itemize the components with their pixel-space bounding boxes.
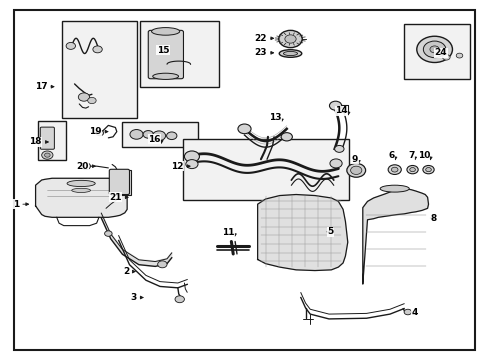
Ellipse shape [151, 28, 180, 35]
Text: 23: 23 [254, 48, 266, 57]
Circle shape [78, 93, 89, 101]
Text: 21: 21 [109, 193, 121, 202]
Circle shape [175, 296, 184, 303]
Circle shape [87, 98, 96, 104]
Circle shape [166, 132, 177, 140]
Circle shape [334, 145, 344, 152]
Text: 24: 24 [434, 48, 447, 57]
Circle shape [44, 153, 50, 157]
Text: 11: 11 [221, 228, 234, 237]
Circle shape [104, 231, 112, 236]
Circle shape [41, 151, 53, 159]
Ellipse shape [283, 51, 297, 55]
Text: 1: 1 [13, 200, 19, 209]
Text: 19: 19 [88, 127, 101, 136]
Circle shape [66, 42, 75, 49]
Circle shape [143, 131, 153, 138]
FancyBboxPatch shape [62, 21, 137, 118]
Text: 13: 13 [268, 113, 281, 122]
Circle shape [93, 46, 102, 53]
Text: 4: 4 [411, 307, 417, 316]
Text: 5: 5 [327, 228, 333, 236]
Circle shape [390, 167, 397, 172]
Text: 9: 9 [351, 155, 357, 164]
Ellipse shape [67, 180, 95, 186]
Text: 6: 6 [387, 151, 394, 160]
Polygon shape [36, 178, 127, 217]
Text: 22: 22 [254, 34, 266, 43]
FancyBboxPatch shape [122, 122, 197, 147]
Text: 3: 3 [130, 293, 136, 302]
Text: 20: 20 [76, 162, 88, 171]
Circle shape [423, 41, 445, 58]
Circle shape [406, 166, 417, 174]
Circle shape [329, 159, 342, 168]
Circle shape [285, 35, 296, 43]
Ellipse shape [152, 73, 178, 80]
Text: 8: 8 [430, 213, 436, 222]
FancyBboxPatch shape [109, 169, 129, 194]
Circle shape [387, 165, 401, 175]
Text: 17: 17 [35, 82, 47, 91]
Circle shape [96, 130, 103, 136]
Polygon shape [362, 189, 427, 284]
Ellipse shape [379, 185, 408, 192]
Polygon shape [101, 213, 171, 266]
Circle shape [422, 166, 433, 174]
Circle shape [409, 167, 414, 172]
Ellipse shape [279, 50, 301, 57]
FancyBboxPatch shape [40, 127, 54, 149]
FancyBboxPatch shape [148, 30, 183, 79]
Text: 16: 16 [148, 135, 161, 144]
Circle shape [152, 131, 165, 141]
Circle shape [425, 167, 430, 172]
Circle shape [350, 166, 361, 175]
Text: 15: 15 [157, 46, 169, 55]
Circle shape [184, 151, 199, 162]
Circle shape [238, 124, 250, 134]
Circle shape [157, 261, 167, 268]
Circle shape [346, 163, 365, 177]
FancyBboxPatch shape [403, 24, 469, 79]
Text: 7: 7 [407, 151, 414, 160]
Polygon shape [257, 194, 347, 271]
Text: 12: 12 [171, 162, 183, 171]
FancyBboxPatch shape [140, 21, 218, 87]
Circle shape [281, 132, 292, 141]
FancyBboxPatch shape [111, 170, 131, 195]
FancyBboxPatch shape [182, 139, 348, 200]
Circle shape [329, 101, 341, 110]
Circle shape [416, 36, 451, 63]
Circle shape [185, 159, 198, 168]
Circle shape [455, 53, 462, 58]
Circle shape [442, 55, 449, 60]
Ellipse shape [72, 188, 90, 193]
Text: 14: 14 [334, 107, 347, 115]
Circle shape [429, 46, 438, 53]
Circle shape [278, 30, 302, 48]
Text: 18: 18 [29, 138, 41, 147]
Text: 2: 2 [123, 267, 129, 276]
Text: 10: 10 [417, 151, 429, 160]
FancyBboxPatch shape [38, 121, 66, 160]
Circle shape [403, 309, 411, 315]
Circle shape [81, 163, 90, 170]
Circle shape [130, 130, 143, 139]
